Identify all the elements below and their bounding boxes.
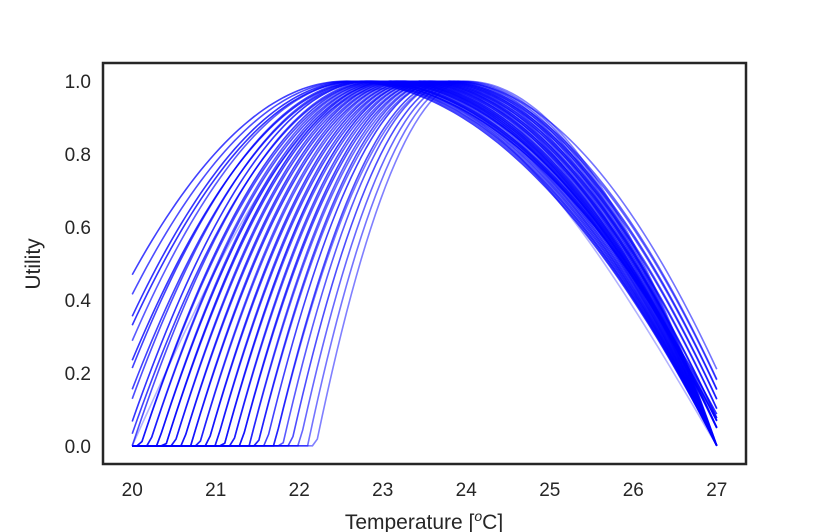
y-tick-label: 1.0	[65, 72, 91, 93]
x-axis-title-superscript: o	[474, 508, 482, 524]
x-tick-label: 27	[706, 480, 727, 501]
utility-curve	[132, 80, 718, 447]
utility-curve	[131, 80, 718, 422]
utility-curve	[132, 80, 718, 447]
x-axis-ticks: 20 21 22 23 24 25 26 27	[122, 480, 728, 501]
utility-curve	[132, 80, 718, 447]
utility-curve-outlier	[131, 87, 718, 447]
x-tick-label: 26	[623, 480, 644, 501]
x-tick-label: 24	[456, 480, 478, 501]
utility-curves	[131, 80, 718, 447]
x-axis-title-suffix: C]	[482, 511, 503, 532]
y-axis-ticks: 0.0 0.2 0.4 0.6 0.8 1.0	[65, 72, 92, 458]
utility-curve	[132, 80, 718, 447]
x-axis-title-main: Temperature [	[345, 511, 475, 532]
plot-frame	[101, 61, 748, 466]
y-tick-label: 0.8	[65, 145, 91, 166]
x-tick-label: 23	[372, 480, 393, 501]
utility-curve	[131, 80, 718, 447]
y-tick-label: 0.0	[65, 437, 91, 458]
x-axis-title: Temperature [oC]	[345, 508, 503, 532]
x-tick-label: 22	[289, 480, 310, 501]
x-tick-label: 21	[205, 480, 226, 501]
x-tick-label: 20	[122, 480, 143, 501]
y-tick-label: 0.6	[65, 218, 91, 239]
y-axis-title: Utility	[22, 238, 45, 290]
y-tick-label: 0.2	[65, 364, 91, 385]
y-tick-label: 0.4	[65, 291, 92, 312]
x-tick-label: 25	[539, 480, 560, 501]
